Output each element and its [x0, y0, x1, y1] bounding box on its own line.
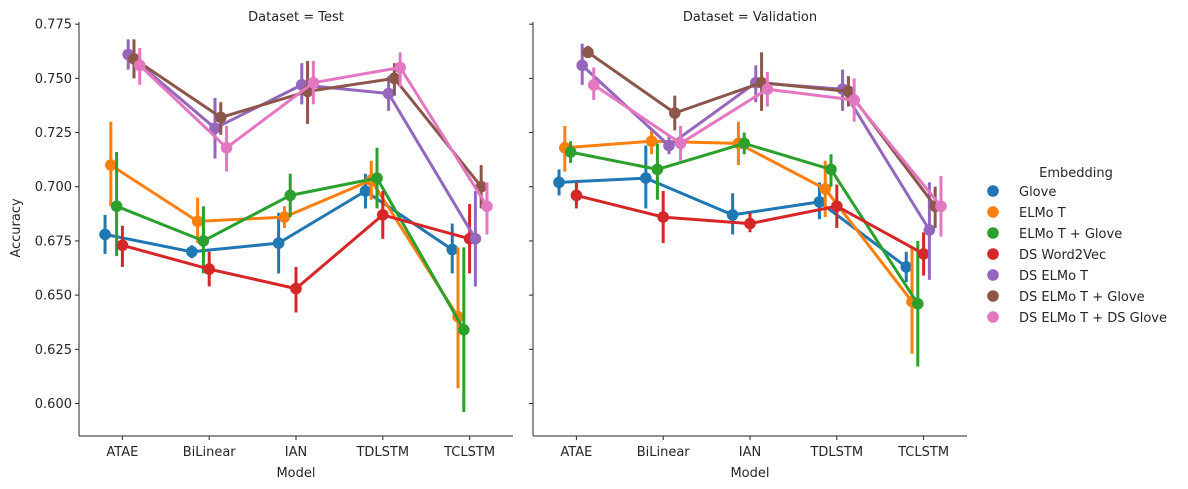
data-point: [842, 85, 855, 98]
legend-marker: [987, 248, 999, 260]
legend-marker: [987, 206, 999, 218]
data-point: [831, 200, 843, 213]
x-axis-label: Model: [730, 466, 769, 481]
data-point: [744, 217, 756, 230]
y-tick-label: 0.750: [35, 72, 72, 87]
y-axis-label: Accuracy: [9, 198, 24, 258]
data-point: [813, 196, 826, 208]
x-tick-label: TCLSTM: [443, 445, 495, 460]
data-point: [668, 107, 681, 119]
data-point: [651, 163, 664, 176]
data-point: [116, 239, 129, 252]
data-point: [917, 248, 930, 260]
y-tick-label: 0.725: [35, 126, 72, 141]
data-point: [307, 76, 320, 89]
x-tick-label: IAN: [739, 445, 761, 460]
data-point: [133, 59, 146, 72]
data-point: [284, 189, 297, 202]
data-point: [570, 189, 583, 202]
x-tick-label: ATAE: [106, 445, 138, 460]
panel-test: Dataset = Test 0.600 0.625 0.650 0.675 0.700 0…: [35, 10, 513, 481]
data-point: [371, 172, 383, 184]
data-point: [674, 137, 687, 150]
data-point: [186, 245, 198, 258]
data-point: [576, 59, 588, 72]
data-point: [359, 185, 372, 197]
legend-label: DS ELMo T + DS Glove: [1019, 311, 1167, 326]
x-tick-label: BiLinear: [637, 445, 691, 460]
data-point: [564, 146, 577, 158]
legend-label: DS ELMo T: [1019, 269, 1088, 284]
data-point: [587, 79, 600, 91]
x-axis-label: Model: [276, 466, 315, 481]
data-point: [110, 200, 123, 213]
x-tick-label: TDLSTM: [809, 445, 863, 460]
data-point: [582, 46, 594, 59]
data-point: [726, 209, 739, 221]
panel-title: Dataset = Test: [248, 10, 344, 25]
data-point: [657, 211, 669, 223]
legend-label: DS ELMo T + Glove: [1019, 290, 1145, 305]
data-point: [848, 94, 860, 106]
y-tick-label: 0.625: [35, 343, 72, 358]
x-tick-label: BiLinear: [183, 445, 237, 460]
legend-label: ELMo T: [1019, 206, 1066, 221]
data-point: [553, 176, 565, 189]
legend: Embedding Glove ELMo T ELMo T + Glove DS Wo…: [987, 166, 1167, 326]
data-point: [272, 237, 285, 249]
y-tick-label: 0.675: [35, 234, 72, 249]
data-point: [761, 83, 774, 95]
legend-marker: [987, 290, 999, 302]
data-point: [819, 183, 832, 195]
data-point: [469, 232, 482, 245]
data-point: [220, 141, 233, 154]
data-point: [900, 261, 913, 273]
data-point: [446, 243, 459, 256]
data-point: [105, 159, 117, 171]
data-point: [99, 228, 111, 241]
x-tick-label: IAN: [285, 445, 307, 460]
y-tick-label: 0.700: [35, 180, 72, 195]
x-tick-label: ATAE: [560, 445, 592, 460]
legend-label: DS Word2Vec: [1019, 248, 1106, 263]
y-tick-label: 0.600: [35, 397, 72, 412]
legend-marker: [987, 185, 999, 197]
data-point: [738, 137, 751, 150]
data-point: [382, 87, 395, 100]
legend-marker: [987, 311, 999, 323]
data-point: [458, 323, 470, 336]
legend-marker: [987, 269, 999, 281]
panel-title: Dataset = Validation: [683, 10, 817, 25]
data-point: [640, 172, 652, 184]
data-point: [278, 211, 291, 223]
data-point: [935, 200, 947, 213]
data-point: [214, 111, 227, 124]
data-point: [825, 163, 837, 176]
y-tick-label: 0.650: [35, 289, 72, 304]
data-point: [203, 263, 215, 275]
data-point: [209, 122, 221, 135]
y-tick-label: 0.775: [35, 18, 72, 33]
data-point: [394, 61, 406, 74]
data-point: [290, 282, 302, 295]
data-point: [923, 224, 936, 236]
data-point: [197, 235, 210, 247]
legend-label: Glove: [1019, 185, 1056, 200]
legend-marker: [987, 227, 999, 239]
data-point: [481, 200, 493, 213]
data-point: [663, 139, 675, 152]
data-point: [912, 297, 924, 310]
legend-label: ELMo T + Glove: [1019, 227, 1122, 242]
data-point: [377, 209, 389, 221]
x-tick-label: TCLSTM: [897, 445, 949, 460]
data-point: [191, 215, 204, 228]
x-tick-label: TDLSTM: [355, 445, 409, 460]
data-point: [388, 72, 401, 85]
data-point: [645, 135, 658, 148]
panel-validation: Dataset = Validation ATAE BiLinear IAN TDLST…: [529, 10, 967, 481]
legend-title: Embedding: [1039, 166, 1113, 181]
